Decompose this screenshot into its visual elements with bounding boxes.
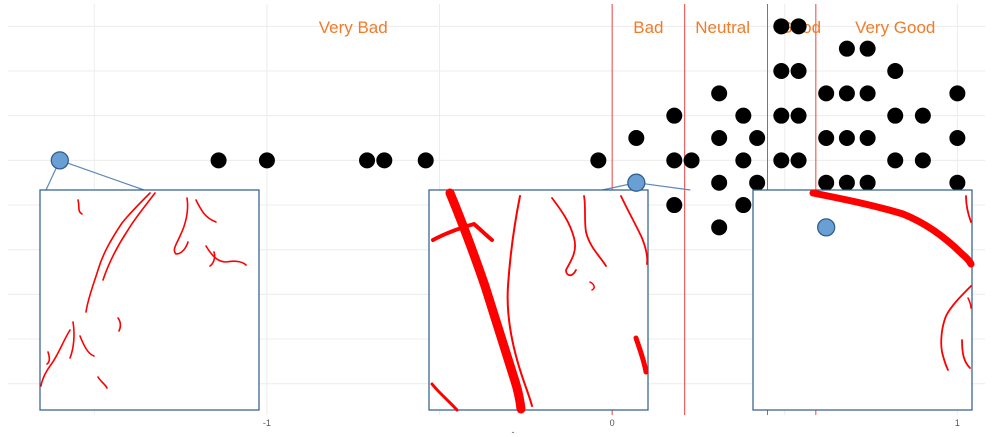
highlighted-point <box>50 151 69 170</box>
data-point <box>859 174 876 191</box>
data-point <box>711 174 728 191</box>
data-point <box>818 130 835 147</box>
data-point <box>628 130 645 147</box>
data-point <box>666 107 683 124</box>
data-point <box>773 18 790 35</box>
data-point <box>949 130 966 147</box>
data-point <box>590 152 607 169</box>
inset-frame <box>752 189 973 411</box>
data-point <box>838 85 855 102</box>
data-point <box>887 152 904 169</box>
data-point <box>838 40 855 57</box>
region-label: Neutral <box>695 18 750 37</box>
data-point <box>773 63 790 80</box>
data-point <box>818 174 835 191</box>
data-point <box>735 107 752 124</box>
region-labels: Very BadBadNeutralGoodVery Good <box>319 18 936 37</box>
data-point <box>949 174 966 191</box>
data-point <box>417 152 434 169</box>
data-point <box>790 107 807 124</box>
x-tick-label: 0 <box>610 418 615 428</box>
data-point <box>773 152 790 169</box>
region-label: Very Good <box>855 18 935 37</box>
data-point <box>818 85 835 102</box>
data-point <box>749 130 766 147</box>
inset-good <box>752 189 975 411</box>
data-point <box>887 63 904 80</box>
data-point <box>258 152 275 169</box>
edge-segmentation-image <box>40 192 247 389</box>
data-point <box>359 152 376 169</box>
data-point <box>859 130 876 147</box>
data-point <box>887 107 904 124</box>
x-tick-label: 1 <box>955 418 960 428</box>
data-point <box>838 174 855 191</box>
data-point <box>376 152 393 169</box>
edge-segmentation-image <box>809 189 975 371</box>
data-point <box>711 85 728 102</box>
data-point <box>859 85 876 102</box>
data-point <box>711 219 728 236</box>
callout-line <box>59 159 145 191</box>
data-point <box>735 152 752 169</box>
data-point <box>210 152 227 169</box>
x-axis: - -1 0 1 <box>263 418 960 437</box>
data-point <box>773 107 790 124</box>
data-point <box>666 152 683 169</box>
data-point <box>790 18 807 35</box>
highlighted-points <box>50 151 836 237</box>
data-point <box>914 107 931 124</box>
data-point <box>666 197 683 214</box>
data-point <box>949 85 966 102</box>
edge-segmentation-image <box>430 188 649 414</box>
data-point <box>914 152 931 169</box>
x-tick-label: -1 <box>263 418 271 428</box>
data-point <box>859 40 876 57</box>
highlighted-point <box>817 218 836 237</box>
x-axis-title: - <box>512 427 515 437</box>
highlighted-point <box>627 173 646 192</box>
inset-bad <box>428 188 649 414</box>
data-point <box>711 130 728 147</box>
region-label: Bad <box>633 18 663 37</box>
inset-frame <box>39 189 260 411</box>
data-point <box>838 130 855 147</box>
data-point <box>683 152 700 169</box>
data-point <box>749 174 766 191</box>
data-point <box>790 63 807 80</box>
inset-very-bad <box>39 189 260 411</box>
data-point <box>735 197 752 214</box>
region-label: Very Bad <box>319 18 388 37</box>
data-point <box>790 152 807 169</box>
